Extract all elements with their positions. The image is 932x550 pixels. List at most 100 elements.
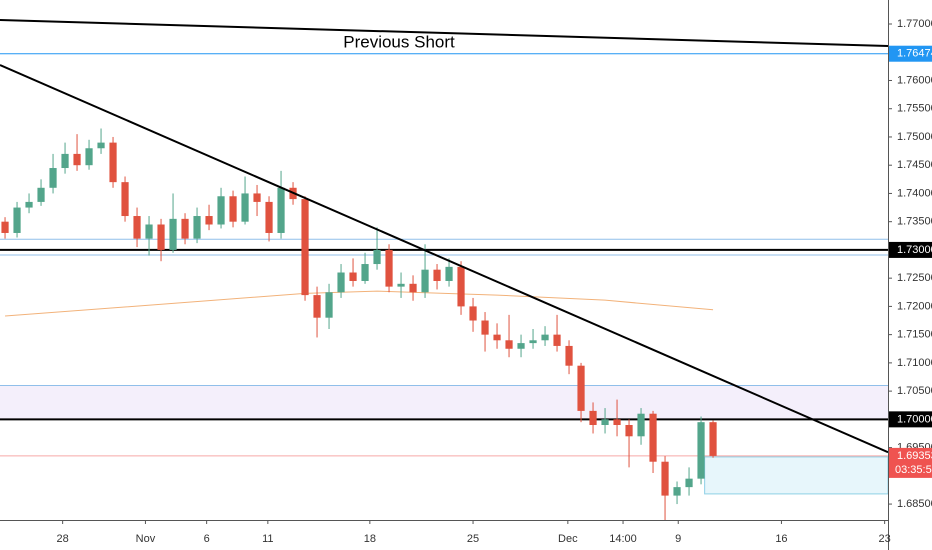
candle-body bbox=[25, 201, 33, 208]
candle-body bbox=[697, 422, 705, 479]
y-tick-label: 1.74000 bbox=[897, 187, 932, 199]
level-label: 1.76474 bbox=[897, 48, 932, 60]
candle-body bbox=[601, 419, 609, 426]
level-label-bg bbox=[889, 411, 932, 428]
candle-body bbox=[97, 142, 105, 149]
level-label-bg bbox=[889, 241, 932, 258]
candle-body bbox=[445, 266, 453, 281]
x-tick-label: 25 bbox=[467, 533, 479, 545]
candle-body bbox=[649, 413, 657, 462]
candle-body bbox=[457, 266, 465, 307]
y-tick-label: 1.75000 bbox=[897, 131, 932, 143]
candle-body bbox=[13, 207, 21, 233]
candle-body bbox=[421, 269, 429, 293]
trendline bbox=[0, 64, 888, 454]
trendline bbox=[0, 18, 888, 48]
candle-body bbox=[37, 187, 45, 202]
candle-body bbox=[193, 216, 201, 239]
x-tick-label: 6 bbox=[204, 533, 210, 545]
candle-body bbox=[361, 264, 369, 281]
level-label-bg bbox=[889, 45, 932, 62]
candle-body bbox=[1, 221, 9, 233]
candle-body bbox=[145, 224, 153, 239]
candle-body bbox=[241, 193, 249, 222]
candle-body bbox=[673, 487, 681, 496]
candle-body bbox=[277, 187, 285, 233]
zone bbox=[704, 456, 888, 495]
x-tick-label: 16 bbox=[775, 533, 787, 545]
candle-body bbox=[481, 320, 489, 335]
candle-body bbox=[565, 345, 573, 366]
candle-body bbox=[613, 419, 621, 426]
x-tick-label: 28 bbox=[57, 533, 69, 545]
candle-body bbox=[181, 218, 189, 239]
price-label-bg bbox=[889, 447, 932, 478]
y-tick-label: 1.74500 bbox=[897, 159, 932, 171]
level-label: 1.70000 bbox=[897, 413, 932, 425]
y-tick-label: 1.72500 bbox=[897, 272, 932, 284]
candle-body bbox=[325, 292, 333, 318]
candle-body bbox=[433, 269, 441, 281]
candle-body bbox=[577, 365, 585, 411]
y-tick-label: 1.75500 bbox=[897, 103, 932, 115]
price-label: 1.69353 bbox=[897, 450, 932, 462]
y-tick-label: 1.71000 bbox=[897, 357, 932, 369]
level-label: 1.73000 bbox=[897, 244, 932, 256]
candle-body bbox=[505, 340, 513, 349]
candle-body bbox=[589, 410, 597, 426]
candle-body bbox=[85, 148, 93, 166]
candle-body bbox=[373, 249, 381, 265]
candle-body bbox=[265, 201, 273, 233]
y-tick-label: 1.77000 bbox=[897, 18, 932, 30]
axes: 1.77000 1.76000 1.75500 1.75000 1.74500 1.740… bbox=[57, 18, 932, 545]
y-tick-label: 1.71500 bbox=[897, 329, 932, 341]
candle-body bbox=[529, 340, 537, 344]
candle-body bbox=[553, 334, 561, 346]
x-tick-label: Dec bbox=[558, 533, 578, 545]
y-tick-label: 1.70500 bbox=[897, 385, 932, 397]
annotation: Previous Short bbox=[343, 32, 455, 51]
y-tick-label: 1.76000 bbox=[897, 74, 932, 86]
candle-body bbox=[313, 295, 321, 318]
x-tick-label: Nov bbox=[136, 533, 156, 545]
candle-body bbox=[73, 153, 81, 166]
y-tick-label: 1.68500 bbox=[897, 498, 932, 510]
candle-body bbox=[205, 216, 213, 225]
candle-body bbox=[625, 425, 633, 437]
candle-body bbox=[49, 168, 57, 188]
candle-body bbox=[517, 343, 525, 349]
candle-body bbox=[541, 334, 549, 341]
candle-body bbox=[409, 283, 417, 293]
plot-area: Previous Short bbox=[0, 18, 888, 520]
x-tick-label: 23 bbox=[879, 533, 891, 545]
candle-body bbox=[337, 272, 345, 293]
moving-average bbox=[5, 290, 714, 317]
candle-body bbox=[493, 334, 501, 341]
candle-body bbox=[469, 306, 477, 321]
y-tick-label: 1.73500 bbox=[897, 216, 932, 228]
candle-body bbox=[229, 196, 237, 222]
candle-body bbox=[661, 461, 669, 496]
candle-body bbox=[217, 196, 225, 225]
candle-body bbox=[685, 478, 693, 488]
candle-body bbox=[109, 142, 117, 183]
candle-body bbox=[61, 153, 69, 169]
x-tick-label: 18 bbox=[364, 533, 376, 545]
candle-body bbox=[169, 218, 177, 250]
candle-body bbox=[349, 272, 357, 281]
candle-body bbox=[709, 422, 717, 456]
candle-body bbox=[121, 182, 129, 217]
countdown-label: 03:35:57 bbox=[895, 464, 932, 476]
zone bbox=[0, 385, 888, 420]
candle-body bbox=[385, 249, 393, 287]
x-tick-label: 11 bbox=[262, 533, 273, 545]
x-tick-label: 9 bbox=[675, 533, 681, 545]
candle-body bbox=[133, 216, 141, 239]
candle-body bbox=[397, 283, 405, 287]
y-tick-label: 1.72000 bbox=[897, 300, 932, 312]
x-tick-label: 14:00 bbox=[609, 533, 637, 545]
candle-body bbox=[157, 224, 165, 250]
candle-body bbox=[637, 413, 645, 437]
candle-body bbox=[253, 193, 261, 202]
